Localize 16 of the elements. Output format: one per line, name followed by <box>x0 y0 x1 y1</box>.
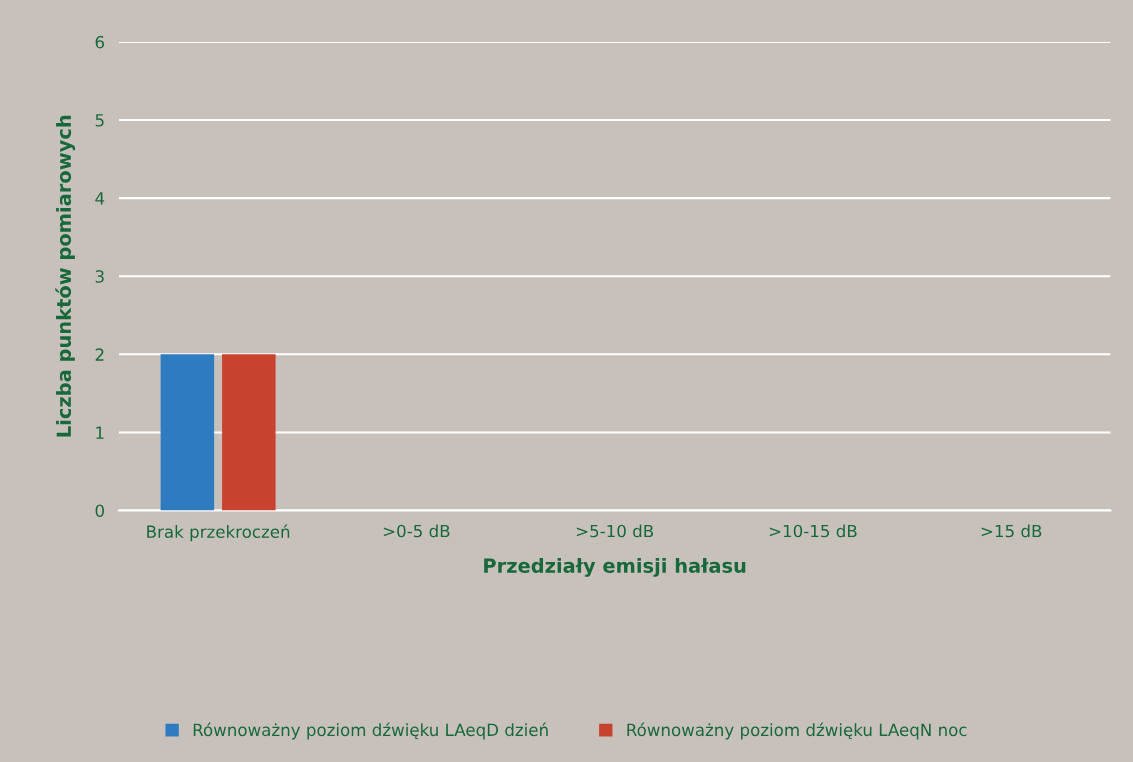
legend-label: Równoważny poziom dźwięku LAeqD dzień <box>193 722 548 740</box>
x-axis-title: Przedziały emisji hałasu <box>484 557 746 577</box>
x-tick-label: >15 dB <box>981 524 1042 538</box>
y-axis-title: Liczba punktów pomiarowych <box>55 115 76 437</box>
y-tick-label: 6 <box>95 35 105 49</box>
y-tick-label: 2 <box>95 348 104 361</box>
y-tick-label: 4 <box>95 192 105 205</box>
y-tick-label: 1 <box>96 426 104 439</box>
legend-label: Równoważny poziom dźwięku LAeqN noc <box>627 722 967 740</box>
x-tick-label: Brak przekroczeń <box>147 524 290 542</box>
x-tick-label: >0-5 dB <box>383 524 450 538</box>
y-tick-label: 5 <box>95 114 104 127</box>
y-tick-label: 3 <box>95 270 104 283</box>
x-tick-label: >10-15 dB <box>769 524 857 538</box>
y-tick-label: 0 <box>95 504 104 518</box>
x-tick-label: >5-10 dB <box>576 524 654 538</box>
